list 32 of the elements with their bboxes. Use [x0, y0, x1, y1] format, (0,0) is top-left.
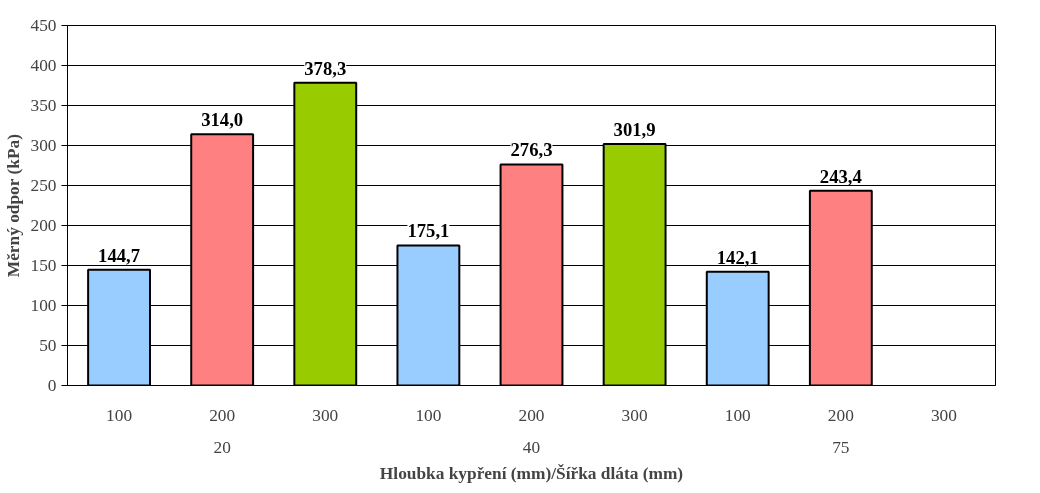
y-tick-label: 450 [30, 16, 57, 35]
x-tick-label: 200 [518, 405, 545, 425]
text: 40 [522, 437, 541, 457]
text: 75 [832, 437, 850, 457]
data-label: 276,3 [510, 139, 553, 161]
data-label: 314,0 [201, 109, 244, 131]
x-tick-label: 200 [209, 405, 236, 425]
y-tick-label: 150 [30, 256, 57, 275]
y-tick-label: 400 [30, 56, 57, 75]
y-tick-label: 300 [30, 136, 57, 155]
y-tick-label: 50 [39, 336, 57, 355]
x-tick-label: 300 [621, 405, 648, 425]
y-axis-title: Měrný odpor (kPa) [3, 133, 23, 278]
data-label: 378,3 [304, 57, 347, 79]
data-label: 175,1 [407, 220, 450, 242]
data-label: 301,9 [613, 118, 656, 140]
x-tick-label: 300 [930, 405, 957, 425]
data-label: 243,4 [819, 165, 862, 187]
x-tick-label: 300 [312, 405, 339, 425]
x-tick-label: 100 [106, 405, 133, 425]
x-axis-title: Hloubka kypření (mm)/Šířka dláta (mm) [379, 463, 684, 483]
x-tick-label: 100 [415, 405, 442, 425]
y-tick-label: 100 [30, 296, 57, 315]
y-tick-label: 200 [30, 216, 57, 235]
x-tick-label: 100 [724, 405, 751, 425]
y-tick-label: 250 [30, 176, 57, 195]
y-tick-label: 0 [47, 376, 57, 395]
text: 20 [213, 437, 231, 457]
x-tick-label: 200 [827, 405, 854, 425]
data-label: 144,7 [98, 244, 141, 266]
y-tick-label: 350 [30, 96, 57, 115]
data-label: 142,1 [716, 246, 759, 268]
